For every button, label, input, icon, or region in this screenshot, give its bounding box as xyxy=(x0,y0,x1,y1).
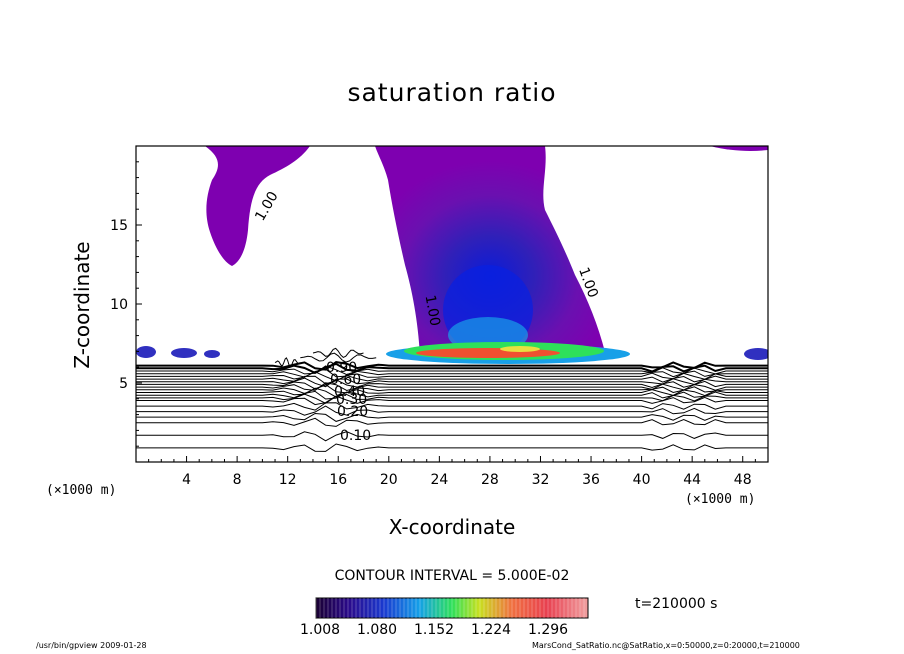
x-unit-left: (×1000 m) xyxy=(46,483,117,498)
contour-interval: CONTOUR INTERVAL = 5.000E-02 xyxy=(334,568,570,584)
contour-line xyxy=(136,382,768,392)
x-tick-label: 16 xyxy=(329,472,347,488)
colorbar-label: 1.008 xyxy=(300,622,341,638)
colorbar-label: 1.224 xyxy=(471,622,512,638)
contour-label: 0.40 xyxy=(334,384,365,400)
x-tick-label: 24 xyxy=(430,472,448,488)
y-tick-label: 15 xyxy=(110,218,128,234)
x-tick-label: 32 xyxy=(532,472,550,488)
colorbar-labels: 1.008 1.080 1.152 1.224 1.296 xyxy=(300,622,585,638)
x-unit-right: (×1000 m) xyxy=(685,492,756,507)
contour-label: 1.00 xyxy=(422,294,443,327)
contour-line xyxy=(136,412,768,422)
contour-line xyxy=(136,362,768,375)
colorbar-label: 1.296 xyxy=(528,622,569,638)
contour-lines xyxy=(136,347,768,452)
colorbar-label: 1.152 xyxy=(414,622,455,638)
contour-line xyxy=(136,390,768,400)
x-tick-label: 40 xyxy=(633,472,651,488)
x-tick-label: 4 xyxy=(182,472,191,488)
left-edge-blob xyxy=(136,346,156,358)
contour-label: 0.10 xyxy=(340,428,371,444)
x-tick-label: 20 xyxy=(380,472,398,488)
left-blob-2 xyxy=(204,350,220,358)
colorbar-label: 1.080 xyxy=(357,622,398,638)
main-plume xyxy=(375,146,605,356)
contour-line xyxy=(136,371,768,382)
contour-line xyxy=(136,395,768,406)
contour-line xyxy=(136,384,768,395)
x-tick-label: 12 xyxy=(279,472,297,488)
left-blob xyxy=(171,348,197,358)
contour-label: 0.60 xyxy=(330,372,361,388)
x-tick-label: 28 xyxy=(481,472,499,488)
contour-line xyxy=(136,431,768,442)
colorbar-stripes xyxy=(315,598,585,618)
contour-line xyxy=(136,402,768,411)
footer-right: MarsCond_SatRatio.nc@SatRatio,x=0:50000,… xyxy=(532,641,800,650)
x-tick-label: 44 xyxy=(683,472,701,488)
upper-right-cloud xyxy=(710,146,768,151)
time-label: t=210000 s xyxy=(635,596,718,612)
contour-line xyxy=(300,352,377,363)
footer-left: /usr/bin/gpview 2009-01-28 xyxy=(36,641,147,650)
contour-label: 1.00 xyxy=(252,189,281,224)
colorbar xyxy=(315,597,589,619)
cloud-layer-yellow xyxy=(500,346,540,352)
contour-line xyxy=(136,405,768,416)
y-tick-label: 5 xyxy=(119,376,128,392)
contour-line xyxy=(274,357,301,368)
chart-title: saturation ratio xyxy=(347,78,557,107)
contour-line xyxy=(136,365,768,376)
x-tick-label: 36 xyxy=(582,472,600,488)
x-tick-label: 48 xyxy=(734,472,752,488)
y-tick-label: 10 xyxy=(110,297,128,313)
contour-line xyxy=(136,443,768,452)
contour-line xyxy=(136,368,768,378)
contour-label: 0.30 xyxy=(336,392,367,408)
contour-line xyxy=(136,417,768,427)
contour-line xyxy=(136,374,768,385)
contour-label: 0.90 xyxy=(326,360,357,376)
contour-line xyxy=(136,387,768,398)
contour-line xyxy=(312,347,364,358)
right-edge-blob xyxy=(744,348,768,360)
x-axis-label: X-coordinate xyxy=(388,515,516,539)
contour-label: 0.20 xyxy=(337,404,368,420)
upper-left-cloud xyxy=(205,146,310,266)
y-axis-label: Z-coordinate xyxy=(70,241,94,369)
x-tick-label: 8 xyxy=(233,472,242,488)
